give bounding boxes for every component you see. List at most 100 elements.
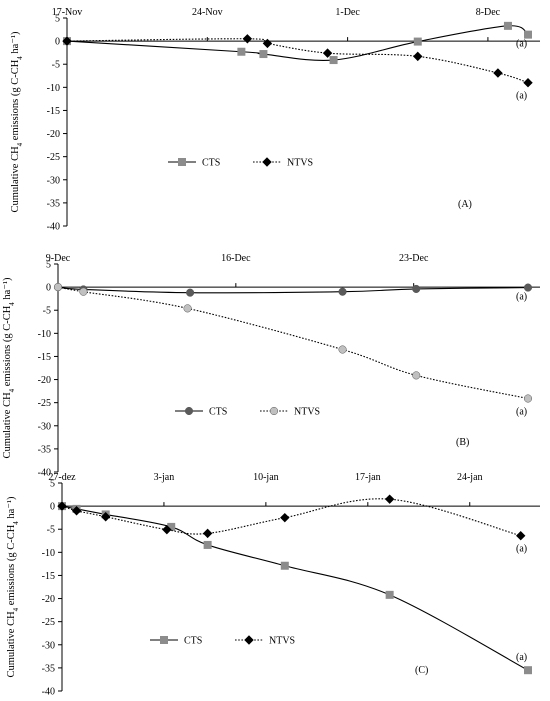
data-point-cts <box>412 284 421 294</box>
legend-label: NTVS <box>269 636 295 647</box>
chart-panel-2: 5 0 -5 -10 -15 -20 -25 -30 -35 -40 9-Dec 16-Dec 23-D… <box>2 253 540 479</box>
data-point-ntvs <box>262 38 273 49</box>
legend: CTS NTVS <box>150 635 295 647</box>
y-tick-label: -5 <box>52 60 60 71</box>
y-tick-label: -15 <box>38 352 51 363</box>
y-tick-label: -35 <box>47 198 60 209</box>
y-tick-label: -15 <box>47 106 60 117</box>
y-tick-label: 5 <box>46 260 51 271</box>
series-cts: (a) <box>53 283 533 303</box>
x-tick-label: 9-Dec <box>46 253 71 264</box>
data-point-ntvs <box>384 494 395 504</box>
x-tick-label: 17-Nov <box>52 7 83 18</box>
data-point-cts <box>186 288 195 297</box>
series-cts: (a) <box>58 502 532 675</box>
data-point-ntvs <box>53 283 63 292</box>
significance-label: (a) <box>516 652 527 663</box>
data-point-ntvs <box>242 34 253 44</box>
data-point-cts <box>203 540 212 549</box>
x-tick-label: 24-jan <box>457 472 483 483</box>
series-ntvs: (a) <box>57 494 527 555</box>
significance-label: (a) <box>516 39 527 50</box>
chart-panel-1: 5 0 -5 -10 -15 -20 -25 -30 -35 -40 17-Nov 24-Nov 1-D… <box>10 7 540 233</box>
data-point-cts <box>237 47 246 56</box>
series-ntvs: (a) <box>53 283 533 418</box>
y-tick-label: -40 <box>42 687 55 698</box>
legend-marker <box>262 157 272 167</box>
series-line-cts <box>57 286 529 294</box>
series-cts: (a) <box>63 21 532 65</box>
x-tick-label: 23-Dec <box>399 253 429 264</box>
x-tick-label: 27-dez <box>48 472 76 483</box>
data-point-ntvs <box>280 512 290 523</box>
significance-label: (a) <box>516 292 527 303</box>
significance-label: (a) <box>516 544 527 555</box>
y-tick-label: -5 <box>43 306 51 317</box>
y-tick-label: -20 <box>47 129 60 140</box>
y-axis-title: Cumulative CH4 emissions (g C-CH4 ha⁻¹) <box>6 496 20 678</box>
data-point-ntvs <box>79 287 88 296</box>
series-line-ntvs <box>61 498 521 537</box>
data-point-ntvs <box>202 528 213 539</box>
y-tick-label: -40 <box>47 222 60 233</box>
data-point-ntvs <box>183 304 192 313</box>
legend-label: CTS <box>184 636 202 647</box>
data-point-ntvs <box>322 48 333 58</box>
legend: CTS NTVS <box>175 407 320 418</box>
data-point-cts <box>280 561 289 570</box>
data-point-ntvs <box>62 36 72 46</box>
y-tick-label: -30 <box>42 640 55 651</box>
y-tick-label: 5 <box>50 479 55 490</box>
data-point-cts <box>385 590 394 599</box>
y-tick-label: -25 <box>42 617 55 628</box>
data-point-cts <box>524 666 532 675</box>
data-point-ntvs <box>493 68 503 78</box>
series-ntvs: (a) <box>62 34 533 102</box>
legend: CTS NTVS <box>168 157 313 169</box>
legend-label: NTVS <box>287 158 313 169</box>
y-tick-label: -40 <box>38 468 51 479</box>
x-tick-label: 16-Dec <box>221 253 251 264</box>
legend-marker <box>184 406 194 416</box>
data-point-ntvs <box>100 512 111 522</box>
y-tick-label: 0 <box>50 502 55 513</box>
data-point-ntvs <box>71 506 82 516</box>
y-tick-label: -20 <box>42 594 55 605</box>
x-tick-label: 17-jan <box>355 472 381 483</box>
y-tick-label: -30 <box>38 421 51 432</box>
legend-label: CTS <box>202 158 220 169</box>
x-tick-label: 3-jan <box>154 472 175 483</box>
data-point-ntvs <box>412 371 421 380</box>
series-line-ntvs <box>66 38 529 84</box>
data-point-ntvs <box>57 501 67 511</box>
y-tick-label: -25 <box>47 152 60 163</box>
data-point-cts <box>329 56 338 65</box>
y-axis-title: Cumulative CH4 emissions (g C-CH4 ha⁻¹) <box>2 277 16 459</box>
chart-panel-3: 5 0 -5 -10 -15 -20 -25 -30 -35 -40 27-dez 3-jan 10-j… <box>6 472 540 698</box>
legend-label: CTS <box>209 407 227 418</box>
data-point-ntvs <box>523 78 533 88</box>
series-line-cts <box>66 25 529 61</box>
y-tick-label: -35 <box>38 444 51 455</box>
data-point-cts <box>259 50 268 59</box>
x-tick-label: 8-Dec <box>476 7 501 18</box>
y-tick-label: -20 <box>38 375 51 386</box>
data-point-cts <box>413 37 422 46</box>
data-point-ntvs <box>523 394 533 403</box>
data-point-ntvs <box>516 530 526 541</box>
data-point-ntvs <box>338 345 347 354</box>
x-tick-label: 1-Dec <box>335 7 360 18</box>
panel-label: (A) <box>458 199 472 210</box>
legend-label: NTVS <box>294 407 320 418</box>
data-point-ntvs <box>413 51 423 62</box>
y-tick-label: 5 <box>55 14 60 25</box>
y-axis-title: Cumulative CH4 emissions (g C-CH4 ha⁻¹) <box>10 31 24 213</box>
x-tick-label: 10-jan <box>253 472 279 483</box>
panel-label: (B) <box>456 437 469 448</box>
y-tick-label: 0 <box>46 283 51 294</box>
significance-label: (a) <box>516 407 527 418</box>
y-tick-label: -10 <box>47 83 60 94</box>
data-point-cts <box>523 283 533 292</box>
y-tick-label: 0 <box>55 37 60 48</box>
